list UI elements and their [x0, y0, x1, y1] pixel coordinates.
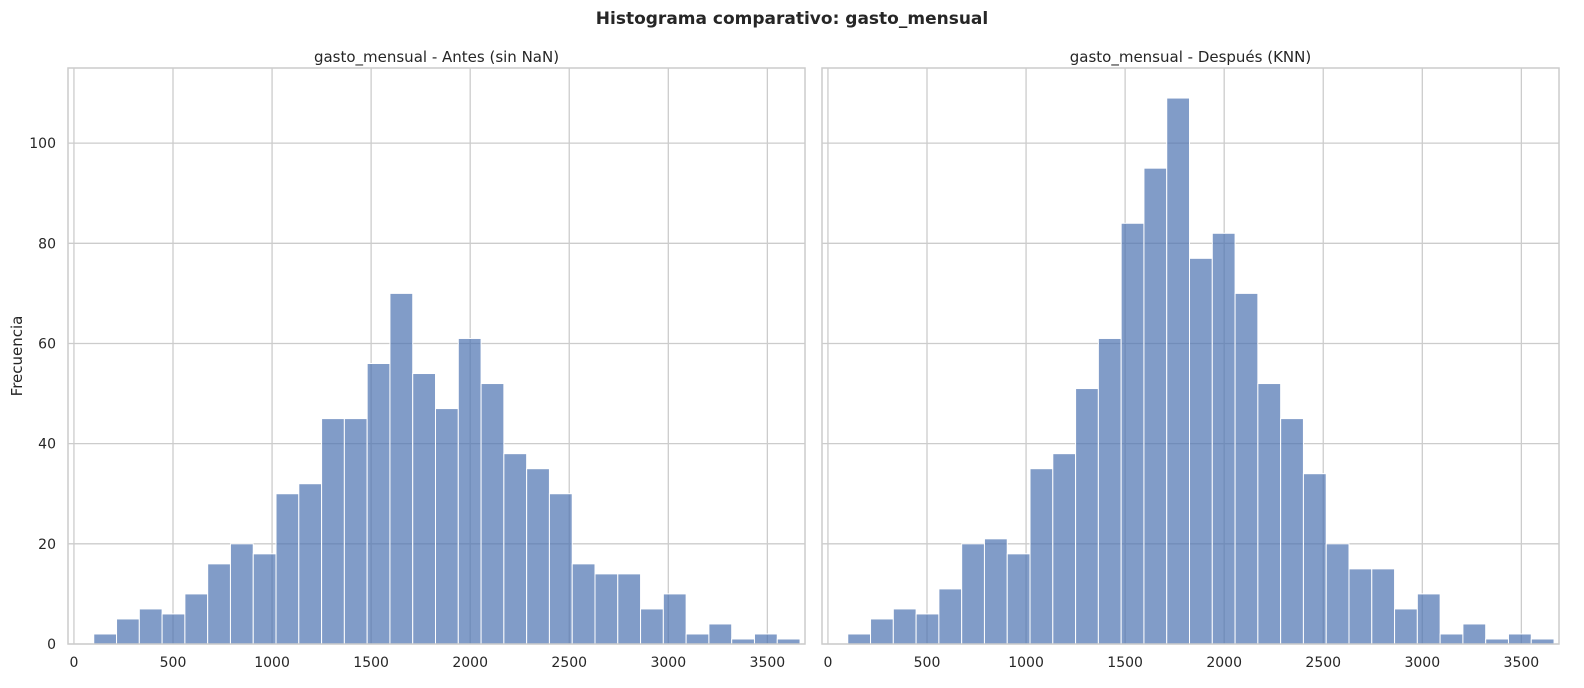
histogram-bar — [366, 363, 391, 645]
histogram-bar — [138, 608, 163, 645]
histogram-bar — [1006, 553, 1031, 645]
histogram-bar — [93, 633, 118, 645]
histogram-bar — [1143, 167, 1168, 645]
histogram-bar — [343, 418, 368, 645]
histogram-bar — [1166, 97, 1191, 645]
histogram-bar — [298, 483, 323, 645]
histogram-bar — [685, 633, 710, 645]
x-tick-label: 1500 — [353, 655, 389, 671]
histogram-bar — [571, 563, 596, 645]
histogram-bar — [870, 618, 894, 645]
histogram-bar — [412, 373, 437, 645]
x-tick-label: 1500 — [1107, 655, 1143, 671]
x-tick-label: 1000 — [254, 655, 290, 671]
histogram-bar — [731, 638, 755, 645]
histogram-bar — [161, 613, 186, 645]
plot-frame — [67, 67, 806, 645]
x-tick-label: 2000 — [1206, 655, 1242, 671]
histogram-bar — [1485, 638, 1509, 645]
x-tick-label: 500 — [914, 655, 941, 671]
histogram-bar — [207, 563, 231, 645]
histogram-bar — [1257, 383, 1282, 645]
x-tick-label: 3000 — [1404, 655, 1440, 671]
histogram-bar — [1394, 608, 1418, 645]
x-tick-label: 3000 — [650, 655, 686, 671]
plot-frame — [821, 67, 1560, 645]
histogram-bar — [1439, 633, 1464, 645]
y-tick-label: 80 — [38, 236, 56, 252]
histogram-bar — [1234, 292, 1259, 645]
histogram-bar — [480, 383, 505, 645]
histogram-bar — [1120, 222, 1145, 645]
histogram-bar — [435, 408, 459, 645]
y-tick-label: 100 — [29, 136, 56, 152]
x-tick-label: 3500 — [750, 655, 786, 671]
histogram-bar — [1052, 453, 1077, 645]
histogram-bar — [116, 618, 140, 645]
histogram-bar — [275, 493, 300, 645]
histogram-bar — [1280, 418, 1304, 645]
histogram-bar — [252, 553, 277, 645]
x-tick-label: 0 — [69, 655, 78, 671]
histogram-bar — [526, 468, 550, 645]
histogram-bar — [1325, 543, 1350, 645]
histogram-bar — [708, 623, 733, 645]
figure-title: Histograma comparativo: gasto_mensual — [596, 9, 988, 29]
histogram-bar — [184, 593, 209, 645]
x-tick-label: 2500 — [551, 655, 587, 671]
x-tick-label: 2000 — [452, 655, 488, 671]
histogram-bar — [640, 608, 664, 645]
histogram-bar — [1416, 593, 1441, 645]
histogram-bar — [1348, 568, 1373, 645]
histogram-bar — [1211, 232, 1236, 645]
y-tick-label: 20 — [38, 537, 56, 553]
histogram-bar — [847, 633, 872, 645]
histogram-bar — [983, 538, 1008, 645]
histogram-bar — [229, 543, 254, 645]
histogram-bar — [503, 453, 528, 645]
histogram-panel-after: 0 500 1000 1500 2000 2500 3000 3500 gasto_mensua… — [821, 48, 1560, 671]
histogram-bar — [776, 638, 801, 645]
histogram-panel-before: 0 500 1000 1500 2000 2500 3000 3500 0 20 40 60 80 100… — [8, 48, 806, 671]
histogram-bar — [662, 593, 687, 645]
histogram-bar — [1097, 337, 1122, 645]
histogram-bar — [1530, 638, 1555, 645]
histogram-bar — [753, 633, 778, 645]
histogram-bar — [617, 573, 642, 645]
histogram-bar — [1029, 468, 1054, 645]
x-tick-label: 2500 — [1305, 655, 1341, 671]
histogram-bar — [1507, 633, 1532, 645]
histogram-bar — [321, 418, 345, 645]
histogram-bar — [892, 608, 917, 645]
x-tick-label: 0 — [823, 655, 832, 671]
y-tick-label: 60 — [38, 336, 56, 352]
histogram-bar — [1075, 388, 1099, 645]
x-tick-label: 500 — [160, 655, 187, 671]
histogram-bar — [389, 292, 414, 645]
y-tick-label: 0 — [47, 637, 56, 653]
histogram-bar — [938, 588, 963, 645]
histogram-bar — [915, 613, 940, 645]
histogram-bar — [1302, 473, 1327, 645]
histogram-bar — [1462, 623, 1487, 645]
panel-title: gasto_mensual - Después (KNN) — [1070, 48, 1311, 67]
x-tick-label: 3500 — [1504, 655, 1540, 671]
y-axis-label: Frecuencia — [8, 316, 26, 397]
panel-title: gasto_mensual - Antes (sin NaN) — [314, 48, 559, 67]
histogram-bar — [1189, 257, 1213, 645]
histogram-bar — [548, 493, 573, 645]
y-tick-label: 40 — [38, 437, 56, 453]
x-tick-label: 1000 — [1008, 655, 1044, 671]
histogram-bar — [594, 573, 619, 645]
histogram-bar — [1371, 568, 1396, 645]
histogram-bar — [961, 543, 985, 645]
histogram-bar — [457, 337, 482, 645]
